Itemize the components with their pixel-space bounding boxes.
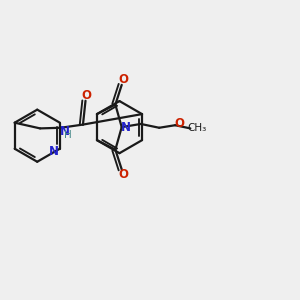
- Text: N: N: [121, 121, 131, 134]
- Text: O: O: [81, 89, 91, 102]
- Text: O: O: [118, 168, 128, 181]
- Text: H: H: [64, 130, 72, 140]
- Text: CH₃: CH₃: [188, 123, 207, 133]
- Text: N: N: [59, 125, 70, 138]
- Text: O: O: [174, 118, 184, 130]
- Text: O: O: [118, 73, 128, 86]
- Text: N: N: [49, 146, 59, 158]
